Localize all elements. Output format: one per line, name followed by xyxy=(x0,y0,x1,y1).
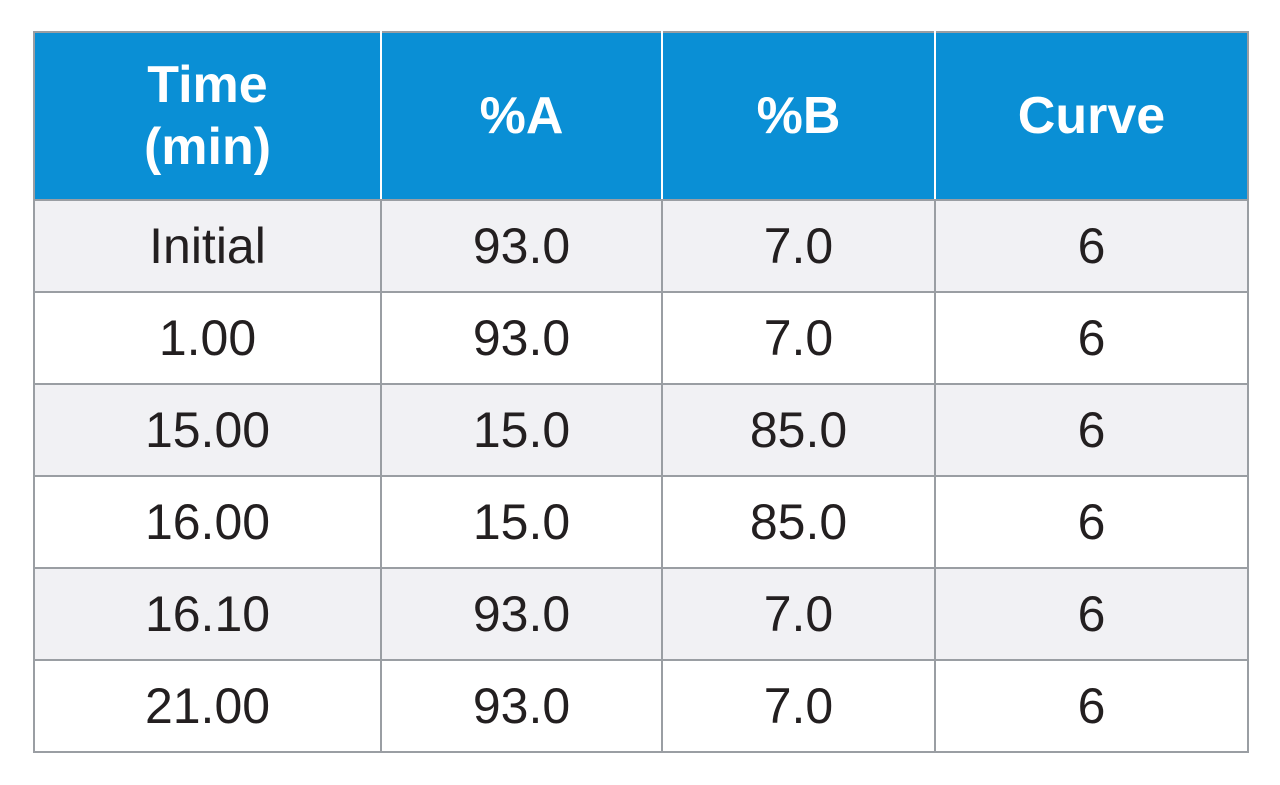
table-row: 15.00 15.0 85.0 6 xyxy=(33,383,1249,477)
header-row: Time (min) %A %B Curve xyxy=(33,31,1249,201)
cell-time: 21.00 xyxy=(33,659,382,753)
cell-curve: 6 xyxy=(934,291,1249,385)
cell-percent-a: 15.0 xyxy=(380,475,663,569)
header-time-line2: (min) xyxy=(143,118,272,176)
cell-percent-a: 15.0 xyxy=(380,383,663,477)
table-body: Initial 93.0 7.0 6 1.00 93.0 7.0 6 15.00… xyxy=(33,199,1249,753)
cell-curve: 6 xyxy=(934,383,1249,477)
cell-percent-a: 93.0 xyxy=(380,567,663,661)
cell-curve: 6 xyxy=(934,567,1249,661)
cell-percent-b: 85.0 xyxy=(661,383,936,477)
cell-percent-b: 7.0 xyxy=(661,291,936,385)
cell-time: 15.00 xyxy=(33,383,382,477)
cell-percent-a: 93.0 xyxy=(380,659,663,753)
cell-percent-b: 7.0 xyxy=(661,659,936,753)
table-row: 1.00 93.0 7.0 6 xyxy=(33,291,1249,385)
table-row: 16.10 93.0 7.0 6 xyxy=(33,567,1249,661)
cell-percent-b: 85.0 xyxy=(661,475,936,569)
header-percent-a: %A xyxy=(380,31,663,201)
cell-time: 16.10 xyxy=(33,567,382,661)
cell-percent-b: 7.0 xyxy=(661,567,936,661)
table-header: Time (min) %A %B Curve xyxy=(33,31,1249,201)
cell-time: Initial xyxy=(33,199,382,293)
table-row: 16.00 15.0 85.0 6 xyxy=(33,475,1249,569)
cell-curve: 6 xyxy=(934,659,1249,753)
cell-curve: 6 xyxy=(934,199,1249,293)
cell-time: 1.00 xyxy=(33,291,382,385)
table-row: Initial 93.0 7.0 6 xyxy=(33,199,1249,293)
header-time: Time (min) xyxy=(33,31,382,201)
cell-percent-a: 93.0 xyxy=(380,291,663,385)
gradient-table: Time (min) %A %B Curve Initial 93.0 7.0 … xyxy=(33,31,1249,753)
header-time-line1: Time xyxy=(147,56,268,114)
cell-time: 16.00 xyxy=(33,475,382,569)
table-row: 21.00 93.0 7.0 6 xyxy=(33,659,1249,753)
cell-percent-a: 93.0 xyxy=(380,199,663,293)
cell-percent-b: 7.0 xyxy=(661,199,936,293)
cell-curve: 6 xyxy=(934,475,1249,569)
header-percent-b: %B xyxy=(661,31,936,201)
header-curve: Curve xyxy=(934,31,1249,201)
